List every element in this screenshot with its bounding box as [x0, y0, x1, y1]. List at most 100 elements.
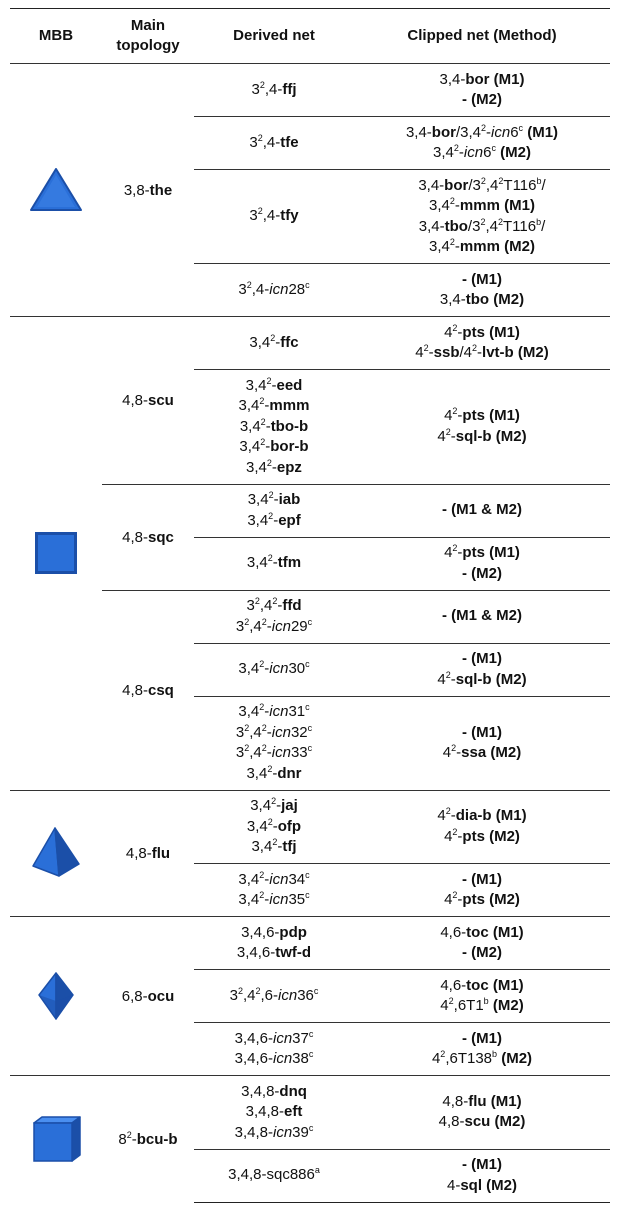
- clipped-net-text: 4-: [446, 1176, 461, 1194]
- topology-cell-4-8-csq: 4,8-csq: [102, 589, 194, 790]
- clipped-net-cell: 3,4-bor/32,42T116b/3,42-mmm (M1) 3,4-tbo/…: [354, 169, 610, 264]
- clipped-net-text: (M2): [499, 238, 535, 255]
- derived-net-cell: 3,4,6-pdp 3,4,6-twf-d: [194, 916, 354, 970]
- clipped-net-text: 6: [483, 144, 492, 161]
- derived-net-line: 3,42-eed: [194, 376, 354, 397]
- derived-net-cell: 3,42-iab 3,42-epf: [194, 483, 354, 537]
- topology-text: 4,8-: [122, 391, 148, 409]
- derived-net-text: -: [273, 491, 279, 508]
- derived-net-text: -: [271, 376, 277, 394]
- clipped-net-text: 4,8-: [438, 1113, 465, 1131]
- clipped-net-text: - (M2): [462, 564, 502, 582]
- derived-net-text: tfy: [280, 207, 299, 225]
- clipped-net-line: - (M2): [354, 564, 610, 585]
- table-row: 3,8-the 32,4-ffj 3,4-bor (M1) - (M2): [10, 63, 610, 317]
- derived-net-text: -: [271, 458, 277, 476]
- clipped-net-text: -: [457, 891, 463, 908]
- derived-net-line: 3,42-epz: [194, 458, 354, 479]
- clipped-net-text: (M1): [523, 123, 559, 141]
- derived-net-text: 3: [235, 723, 245, 741]
- clipped-net-text: pts: [462, 323, 485, 341]
- topology-text: flu: [151, 844, 171, 862]
- derived-net-text: 3,4: [246, 554, 268, 572]
- topology-text: sqc: [148, 528, 174, 546]
- derived-net-text: -: [264, 870, 270, 888]
- derived-net-text: -: [272, 764, 278, 782]
- derived-net-superscript: 2: [244, 722, 250, 733]
- clipped-net-text: -: [457, 407, 463, 425]
- clipped-net-text: (M1): [499, 197, 535, 214]
- clipped-net-line: 3,42-icn6c (M2): [354, 143, 610, 164]
- clipped-net-text: (M1): [486, 1092, 522, 1110]
- derived-net-line: 32,42,6-icn36c: [194, 986, 354, 1007]
- derived-net-superscript: 2: [259, 890, 265, 900]
- clipped-net-superscript: 2: [449, 196, 455, 206]
- derived-net-text: 3: [251, 80, 260, 98]
- derived-net-cell: 3,4,8-sqc886a: [194, 1148, 354, 1203]
- nets-table-container: MBB Main topology Derived net Clipped ne…: [10, 8, 610, 1203]
- derived-net-superscript: 2: [267, 816, 273, 827]
- derived-net-superscript: c: [307, 616, 313, 627]
- clipped-net-text: -: [456, 744, 462, 761]
- derived-net-text: -: [272, 554, 278, 572]
- clipped-net-text: - (M1): [462, 1029, 502, 1047]
- derived-net-line: 3,4,6-icn37c: [194, 1029, 354, 1050]
- clipped-net-text: 4: [440, 997, 449, 1014]
- clipped-net-cell: 4,8-flu (M1) 4,8-scu (M2): [354, 1075, 610, 1149]
- clipped-net-text: -: [450, 670, 456, 688]
- clipped-net-text: ssb: [433, 344, 460, 361]
- clipped-net-superscript: 2: [472, 343, 478, 353]
- derived-net-text: -: [277, 838, 283, 855]
- derived-net-line: 3,42-dnr: [194, 764, 354, 785]
- derived-net-text: -: [272, 817, 278, 835]
- table-row: 3,42-eed 3,42-mmm 3,42-tbo-b 3,42-bor-b 3,42…: [10, 369, 610, 484]
- derived-net-text: ffc: [280, 333, 299, 351]
- derived-net-text: ofp: [277, 817, 302, 835]
- derived-net-cell: 3,4,6-icn37c 3,4,6-icn38c: [194, 1022, 354, 1076]
- derived-net-text: tbo-b: [270, 417, 309, 435]
- clipped-net-text: - (M1): [462, 1156, 502, 1173]
- derived-net-text: 3,4,6-: [236, 944, 276, 961]
- derived-net-superscript: 2: [259, 79, 265, 90]
- table-row: 6,8-ocu 3,4,6-pdp 3,4,6-twf-d 4,6-toc (M1) -…: [10, 916, 610, 1076]
- derived-net-text: 3,4: [246, 458, 267, 476]
- clipped-net-superscript: 2: [453, 143, 459, 153]
- clipped-net-line: 3,4-bor/32,42T116b/: [354, 176, 610, 197]
- derived-net-text: icn: [278, 986, 298, 1004]
- derived-net-line: 3,42-icn35c: [194, 890, 354, 911]
- derived-net-line: 3,4,6-pdp: [194, 923, 354, 944]
- clipped-net-line: 3,4-tbo/32,42T116b/: [354, 217, 610, 238]
- clipped-net-line: - (M1): [354, 270, 610, 291]
- derived-net-line: 3,4,6-twf-d: [194, 943, 354, 964]
- clipped-net-cell: - (M1) 42,6T138b (M2): [354, 1022, 610, 1076]
- table-row: 3,42-icn31c 32,42-icn32c 32,42-icn33c 3,42-…: [10, 695, 610, 790]
- clipped-net-text: 3,4-: [439, 70, 466, 88]
- clipped-net-text: 4: [444, 827, 453, 845]
- derived-net-line: 32,4-tfy: [194, 206, 354, 227]
- clipped-net-line: 42-ssb/42-lvt-b (M2): [354, 343, 610, 364]
- clipped-net-line: 4,6-toc (M1): [354, 976, 610, 997]
- clipped-net-text: pts: [462, 544, 485, 561]
- clipped-net-text: - (M2): [462, 91, 502, 108]
- derived-net-text: 3: [249, 207, 258, 225]
- derived-net-text: ,4-: [262, 133, 281, 151]
- topology-text: scu: [148, 391, 174, 409]
- derived-net-superscript: 2: [259, 869, 265, 880]
- clipped-net-text: 4: [415, 344, 424, 361]
- clipped-net-text: /3: [467, 217, 481, 235]
- derived-net-line: 3,42-icn34c: [194, 870, 354, 891]
- derived-net-superscript: c: [308, 1122, 314, 1133]
- derived-net-text: -: [265, 438, 271, 455]
- clipped-net-line: 42-pts (M1): [354, 323, 610, 344]
- clipped-net-text: dia-b: [455, 807, 492, 825]
- derived-net-text: 3: [249, 133, 258, 151]
- derived-net-superscript: 2: [259, 702, 265, 712]
- derived-net-cell: 3,42-jaj 3,42-ofp 3,42-tfj: [194, 789, 354, 864]
- derived-net-line: 32,4-icn28c: [194, 280, 354, 301]
- derived-net-superscript: 2: [255, 985, 261, 996]
- clipped-net-text: -: [450, 807, 456, 825]
- clipped-net-text: 4: [437, 807, 446, 825]
- derived-net-text: eed: [276, 376, 303, 394]
- derived-net-text: -: [264, 397, 270, 414]
- table-row: 3,4,6-icn37c 3,4,6-icn38c - (M1) 42,6T138b …: [10, 1022, 610, 1076]
